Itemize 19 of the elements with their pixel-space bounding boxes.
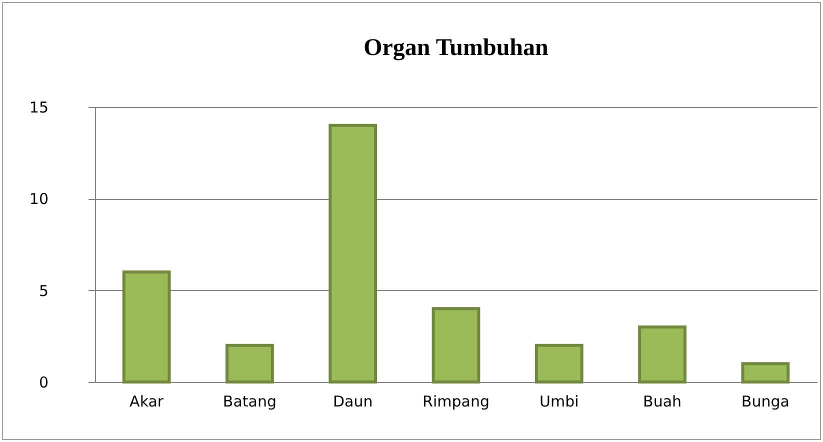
x-tick-label: Daun	[332, 392, 373, 410]
x-tick-label: Umbi	[540, 392, 579, 410]
x-tick-label: Akar	[130, 392, 164, 410]
x-tick-label: Buah	[643, 392, 682, 410]
y-tick-label: 15	[29, 98, 48, 116]
x-tick-label: Rimpang	[422, 392, 490, 410]
bar	[741, 362, 790, 384]
bar	[432, 307, 480, 384]
y-tick-label: 5	[38, 282, 48, 300]
chart-title: Organ Tumbuhan	[364, 35, 548, 61]
x-tick-label: Bunga	[741, 392, 790, 410]
bar	[638, 326, 686, 384]
y-tick-label: 10	[29, 190, 48, 208]
bar	[328, 124, 378, 384]
x-tick-label: Batang	[222, 392, 277, 410]
y-tick-label: 0	[38, 374, 48, 392]
bar	[226, 344, 274, 384]
bar	[534, 344, 584, 384]
bar	[122, 270, 171, 384]
